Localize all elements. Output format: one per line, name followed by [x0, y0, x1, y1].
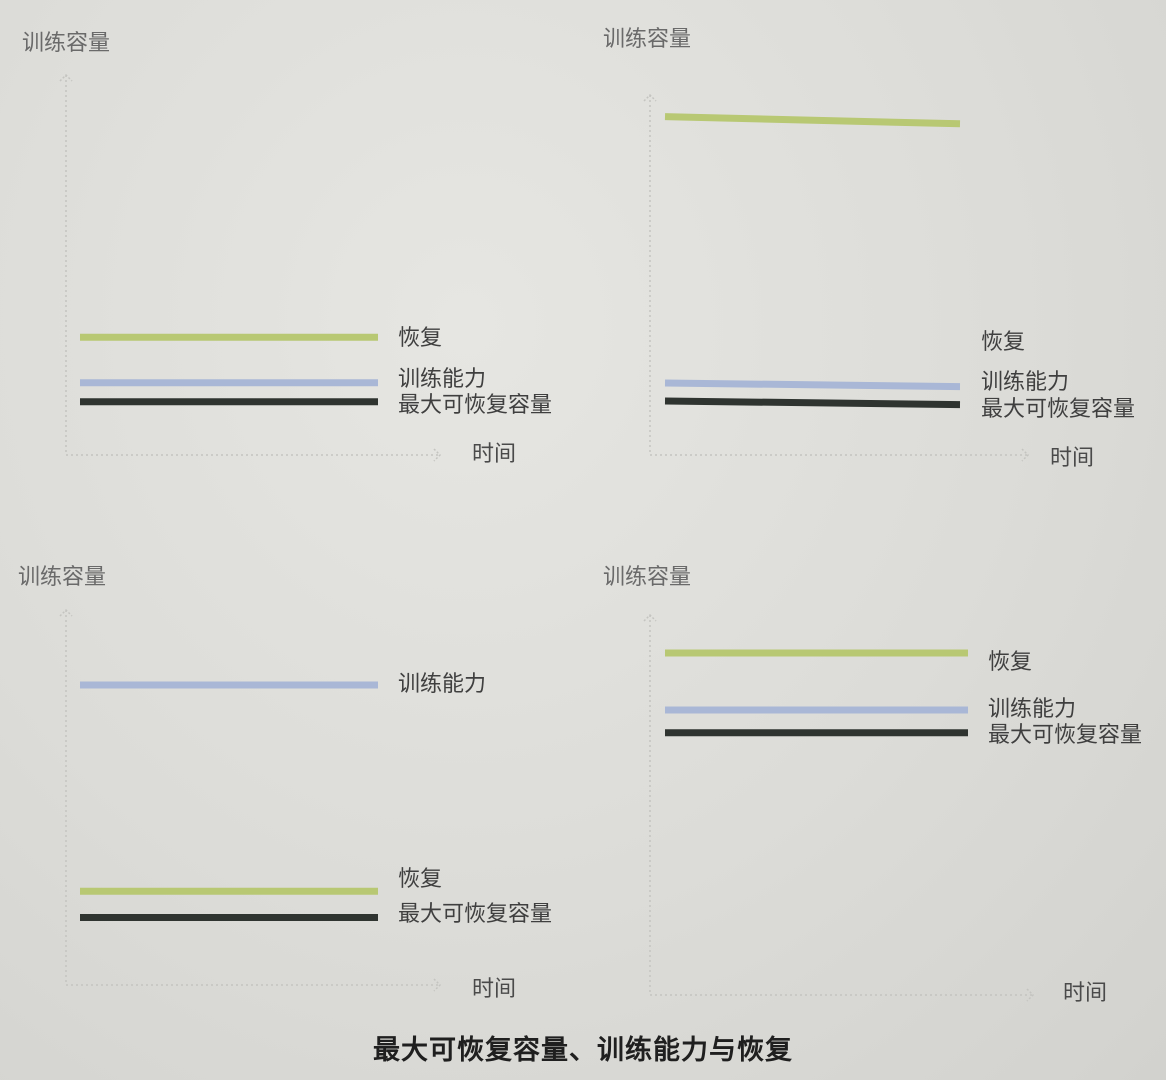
- series-label: 训练能力: [398, 672, 486, 697]
- chart-panel-top-right: 训练容量时间 恢复训练能力 最大可恢复容量: [583, 0, 1166, 500]
- x-axis-arrow-icon: [1026, 988, 1035, 1002]
- x-axis-arrow-icon: [433, 978, 442, 992]
- series-label: 恢复: [981, 330, 1025, 355]
- y-axis-label: 训练容量: [603, 565, 691, 590]
- figure-caption: 最大可恢复容量、训练能力与恢复: [373, 1035, 793, 1066]
- series-label: 恢复: [398, 867, 442, 892]
- series-label: 最大可恢复容量: [398, 902, 552, 927]
- chart-panel-top-left: 训练容量时间 恢复训练能力 最大可恢复容量: [0, 0, 583, 500]
- y-axis-label: 训练容量: [22, 31, 110, 56]
- series-line-training_ability: [664, 379, 961, 391]
- chart-panel-bottom-right: 训练容量时间 恢复训练能力 最大可恢复容量: [583, 540, 1166, 1020]
- x-axis-label: 时间: [472, 977, 516, 1002]
- series-label: 恢复: [398, 326, 442, 351]
- y-axis-arrow-icon: [643, 613, 657, 622]
- series-label: 最大可恢复容量: [988, 723, 1142, 748]
- x-axis-arrow-icon: [1021, 448, 1030, 462]
- y-axis-label: 训练容量: [18, 565, 106, 590]
- y-axis-arrow-icon: [59, 608, 73, 617]
- chart-panel-bottom-left: 训练容量时间 训练能力恢复最大可恢复容量: [0, 540, 583, 1020]
- series-line-recovery: [664, 113, 961, 128]
- series-label: 恢复: [988, 650, 1032, 675]
- y-axis-arrow-icon: [59, 73, 73, 82]
- x-axis-label: 时间: [1063, 981, 1107, 1006]
- x-axis-label: 时间: [1050, 446, 1094, 471]
- series-label: 训练能力: [988, 697, 1076, 722]
- y-axis-label: 训练容量: [603, 27, 691, 52]
- series-line-max_recoverable: [664, 397, 961, 409]
- series-label: 最大可恢复容量: [398, 393, 552, 418]
- x-axis-label: 时间: [472, 442, 516, 467]
- series-label: 训练能力: [981, 370, 1069, 395]
- series-label: 训练能力: [398, 367, 486, 392]
- series-label: 最大可恢复容量: [981, 397, 1135, 422]
- x-axis-arrow-icon: [433, 448, 442, 462]
- y-axis-arrow-icon: [643, 93, 657, 102]
